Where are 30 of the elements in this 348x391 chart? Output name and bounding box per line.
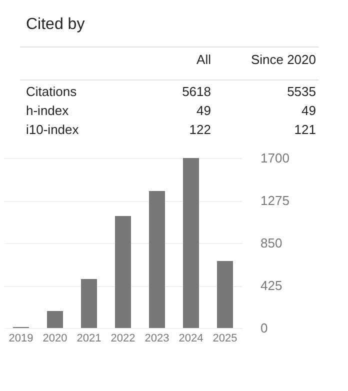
text: i10-index xyxy=(26,122,80,137)
bar xyxy=(149,191,165,328)
text: 49 xyxy=(302,103,316,118)
x-tick-label: 2019 xyxy=(8,332,34,344)
text: Citations xyxy=(26,84,78,99)
x-tick-label: 2025 xyxy=(212,332,238,344)
bar xyxy=(183,158,199,328)
text: Cited by xyxy=(26,16,85,33)
text: 122 xyxy=(189,122,211,137)
x-tick-label: 2022 xyxy=(110,332,136,344)
text: 5618 xyxy=(182,84,211,99)
text: h-index xyxy=(26,103,70,118)
text: 5535 xyxy=(287,84,316,99)
text: 49 xyxy=(196,103,211,118)
y-tick-label: 0 xyxy=(260,320,268,336)
x-tick-label: 2021 xyxy=(76,332,102,344)
x-tick-label: 2023 xyxy=(144,332,170,344)
text: All xyxy=(196,52,212,67)
x-tick-label: 2024 xyxy=(178,332,204,344)
bar xyxy=(217,261,233,328)
y-tick-label: 1275 xyxy=(260,193,290,208)
bar xyxy=(47,311,63,328)
y-tick-label: 1700 xyxy=(260,150,290,166)
text: 121 xyxy=(294,122,316,137)
y-tick-label: 850 xyxy=(260,236,282,250)
text: Since 2020 xyxy=(250,52,316,67)
y-tick-label: 425 xyxy=(260,278,282,293)
bar xyxy=(115,216,131,328)
x-tick-label: 2020 xyxy=(42,332,68,344)
bar xyxy=(81,279,97,328)
